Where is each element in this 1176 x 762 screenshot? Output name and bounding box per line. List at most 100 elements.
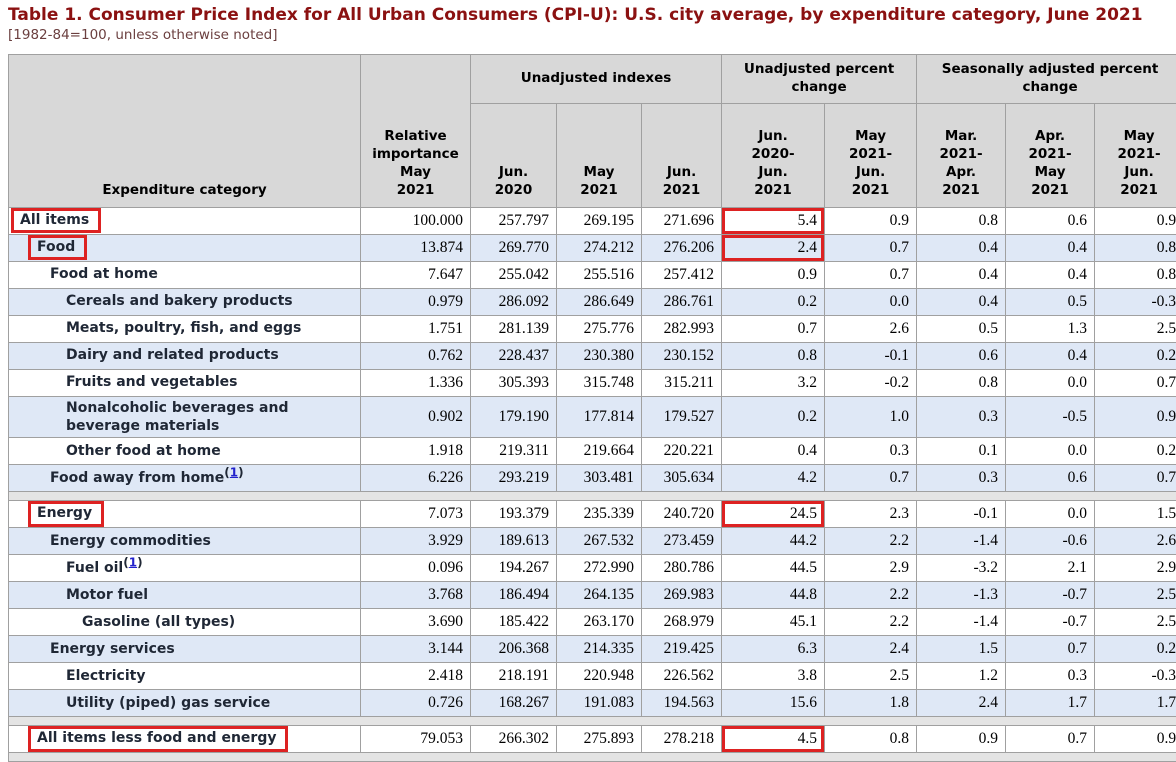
category-label: Other food at home	[66, 442, 221, 460]
expenditure-category-cell: Energy commodities	[9, 527, 361, 554]
col-header-may-2021: May 2021	[557, 103, 642, 207]
value-cell: 194.267	[471, 554, 557, 581]
value-cell: -1.4	[917, 608, 1006, 635]
col-header-jun-2021: Jun. 2021	[642, 103, 722, 207]
value-cell: 0.3	[825, 437, 917, 464]
value-cell: 219.311	[471, 437, 557, 464]
value-cell: 2.5	[1095, 581, 1176, 608]
value-cell: 228.437	[471, 342, 557, 369]
value-cell: 3.690	[361, 608, 471, 635]
category-label-highlighted: Food	[28, 235, 87, 260]
value-cell: 0.7	[825, 464, 917, 491]
col-header-may2021-jun2021-unadj: May 2021- Jun. 2021	[825, 103, 917, 207]
value-cell: 0.4	[1006, 261, 1095, 288]
value-cell: -0.1	[917, 500, 1006, 527]
value-cell: 194.563	[642, 689, 722, 716]
footnote-ref: (1)	[224, 465, 243, 479]
value-cell: 268.979	[642, 608, 722, 635]
value-cell: 0.0	[1006, 437, 1095, 464]
value-cell: 0.096	[361, 554, 471, 581]
value-cell: 269.983	[642, 581, 722, 608]
value-cell: -0.6	[1006, 527, 1095, 554]
value-cell: 303.481	[557, 464, 642, 491]
value-cell: 2.6	[825, 315, 917, 342]
value-cell: 0.0	[1006, 500, 1095, 527]
value-cell: 0.3	[1006, 662, 1095, 689]
value-cell: -0.2	[825, 369, 917, 396]
value-cell: 100.000	[361, 207, 471, 234]
value-cell: 0.4	[1006, 342, 1095, 369]
value-cell: 0.5	[1006, 288, 1095, 315]
group-header-seasonally-adjusted-percent-change: Seasonally adjusted percent change	[917, 54, 1176, 103]
value-cell: 263.170	[557, 608, 642, 635]
cpi-table: Expenditure category Relative importance…	[8, 54, 1176, 762]
value-cell: -0.3	[1095, 662, 1176, 689]
value-cell: 1.7	[1095, 689, 1176, 716]
value-cell: 286.092	[471, 288, 557, 315]
value-cell: 5.4	[722, 207, 825, 234]
value-cell: 2.2	[825, 608, 917, 635]
table-title: Table 1. Consumer Price Index for All Ur…	[8, 5, 1176, 25]
value-cell: 0.902	[361, 396, 471, 437]
value-cell: 0.3	[917, 464, 1006, 491]
category-label-highlighted: Energy	[28, 501, 104, 526]
value-cell: 177.814	[557, 396, 642, 437]
header-group-row: Expenditure category Relative importance…	[9, 54, 1176, 103]
value-cell: 235.339	[557, 500, 642, 527]
value-cell: 179.527	[642, 396, 722, 437]
value-cell: 0.0	[825, 288, 917, 315]
category-label: Meats, poultry, fish, and eggs	[66, 319, 301, 337]
value-cell: 2.3	[825, 500, 917, 527]
footnote-link[interactable]: 1	[230, 465, 238, 479]
value-cell: 214.335	[557, 635, 642, 662]
value-cell: 186.494	[471, 581, 557, 608]
footnote-link[interactable]: 1	[129, 555, 137, 569]
expenditure-category-cell: Energy	[9, 500, 361, 527]
value-cell: 240.720	[642, 500, 722, 527]
value-cell: 269.770	[471, 234, 557, 261]
category-label: Motor fuel	[66, 586, 148, 604]
separator-row	[9, 716, 1176, 725]
value-cell: 1.8	[825, 689, 917, 716]
value-cell: 2.9	[825, 554, 917, 581]
value-cell: 13.874	[361, 234, 471, 261]
value-cell: 3.2	[722, 369, 825, 396]
col-header-jun-2020: Jun. 2020	[471, 103, 557, 207]
value-cell: 168.267	[471, 689, 557, 716]
value-cell: 3.929	[361, 527, 471, 554]
value-cell: 6.3	[722, 635, 825, 662]
value-cell: 273.459	[642, 527, 722, 554]
value-cell: 230.380	[557, 342, 642, 369]
value-cell: 315.211	[642, 369, 722, 396]
value-cell: 0.762	[361, 342, 471, 369]
value-cell: 44.5	[722, 554, 825, 581]
value-cell: 7.647	[361, 261, 471, 288]
expenditure-category-cell: Gasoline (all types)	[9, 608, 361, 635]
value-cell: 264.135	[557, 581, 642, 608]
category-label: Gasoline (all types)	[82, 613, 235, 631]
value-cell: 44.2	[722, 527, 825, 554]
value-cell: -1.3	[917, 581, 1006, 608]
value-cell: 0.4	[917, 234, 1006, 261]
value-cell: 1.5	[1095, 500, 1176, 527]
value-cell: 1.0	[825, 396, 917, 437]
value-cell: 275.776	[557, 315, 642, 342]
table-header: Expenditure category Relative importance…	[9, 54, 1176, 207]
value-cell: 0.0	[1006, 369, 1095, 396]
value-cell: 2.5	[1095, 608, 1176, 635]
value-cell: 274.212	[557, 234, 642, 261]
value-cell: 0.2	[722, 396, 825, 437]
category-label: Cereals and bakery products	[66, 292, 293, 310]
value-cell: 0.2	[1095, 635, 1176, 662]
category-label: Energy services	[50, 640, 175, 658]
expenditure-category-cell: Fuel oil(1)	[9, 554, 361, 581]
value-cell: 1.918	[361, 437, 471, 464]
value-cell: 0.2	[1095, 437, 1176, 464]
